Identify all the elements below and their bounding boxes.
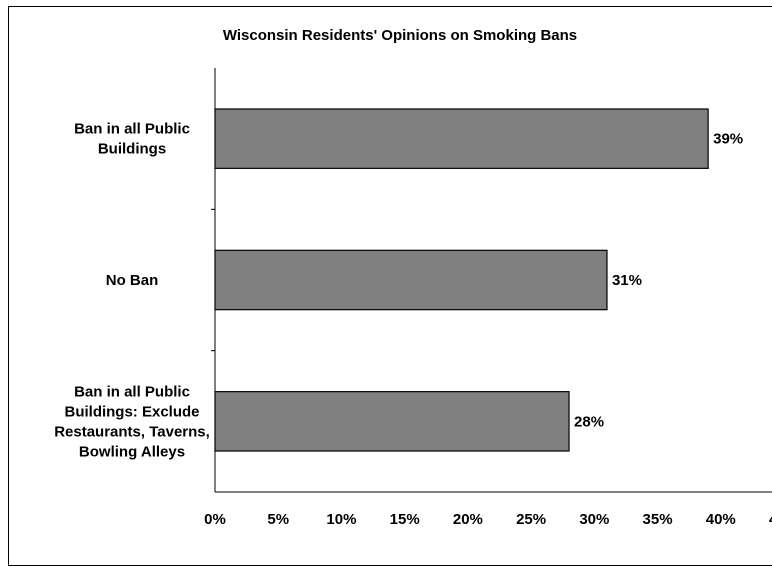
x-tick-label: 45% [769, 511, 772, 528]
bar-chart: Wisconsin Residents' Opinions on Smoking… [54, 27, 772, 528]
category-label: No Ban [106, 272, 159, 289]
bar [214, 249, 608, 311]
x-tick-label: 30% [579, 511, 609, 528]
chart-title: Wisconsin Residents' Opinions on Smoking… [223, 27, 577, 44]
x-tick-label: 20% [453, 511, 483, 528]
x-tick-label: 0% [204, 511, 226, 528]
x-tick-label: 40% [706, 511, 736, 528]
bar [214, 391, 570, 452]
x-tick-label: 35% [643, 511, 673, 528]
x-tick-label: 15% [390, 511, 420, 528]
x-tick-label: 5% [267, 511, 289, 528]
category-label: Ban in all Public Buildings [74, 121, 190, 158]
x-tick-label: 25% [516, 511, 546, 528]
plot-area: 0% 5% 10% 15% 20% 25% 30% 35% 40% 45% 39% Ban in al… [54, 68, 772, 528]
category-label: Ban in all Public Buildings: Exclude Resta… [54, 383, 210, 460]
x-tick-label: 10% [326, 511, 356, 528]
value-label: 31% [612, 272, 642, 289]
bar [214, 108, 709, 169]
value-label: 28% [574, 413, 604, 430]
value-label: 39% [713, 131, 743, 148]
